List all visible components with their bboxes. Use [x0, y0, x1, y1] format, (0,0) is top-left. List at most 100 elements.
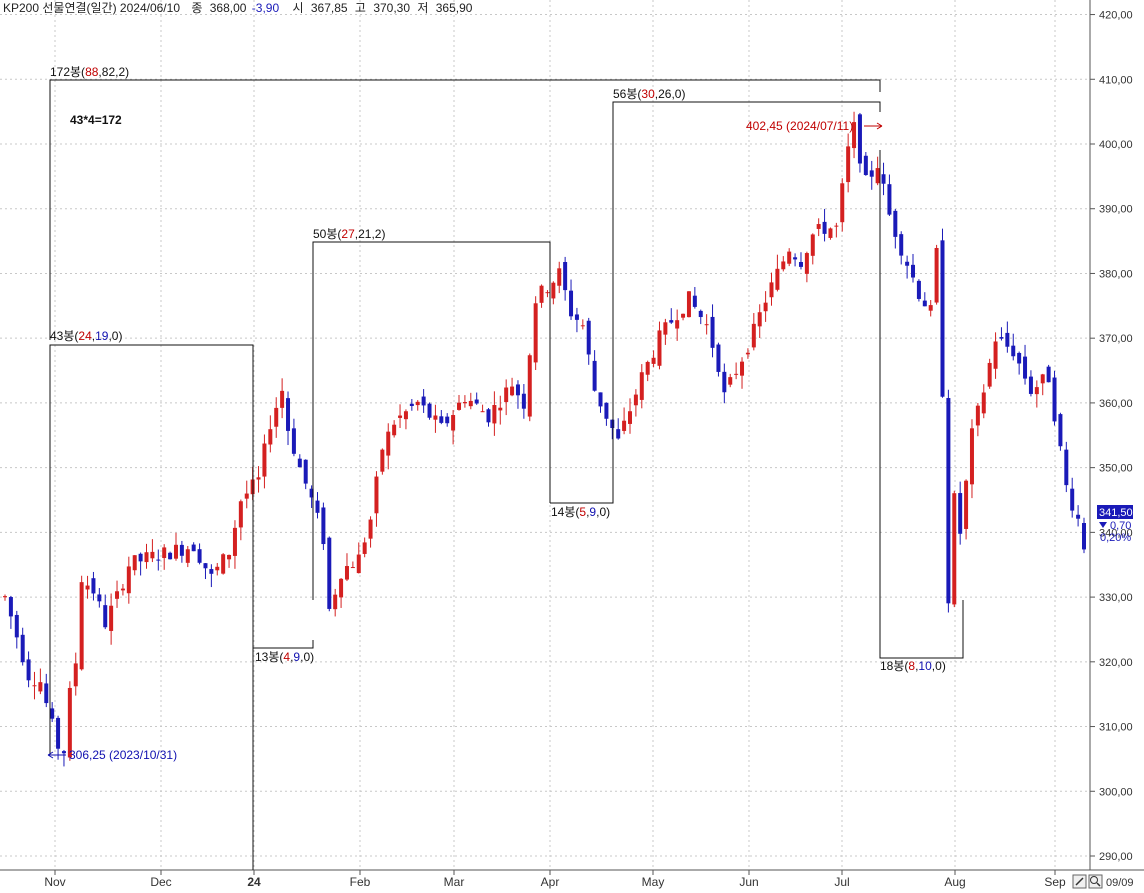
candle-body — [698, 310, 703, 318]
candle-body — [173, 544, 178, 559]
y-tick-label: 360,00 — [1099, 398, 1133, 410]
box-43-label: 43봉(24,19,0) — [50, 329, 122, 343]
low-point-arrowhead — [47, 751, 54, 759]
x-tick-label: Apr — [541, 875, 560, 889]
candle-body — [828, 228, 833, 238]
last-price-bg — [1097, 505, 1133, 519]
candle-body — [916, 280, 921, 299]
candle-body — [1082, 523, 1086, 550]
candle-body — [798, 262, 803, 267]
formula-label: 43*4=172 — [70, 113, 122, 127]
candle-body — [787, 251, 792, 264]
box-56-outline — [612, 101, 881, 470]
candle-body — [669, 320, 674, 323]
candle-body — [32, 685, 37, 687]
last-price-tag: 341,50 0,70 0,20% — [1097, 505, 1133, 544]
pencil-icon — [1075, 877, 1084, 886]
x-tick-label: Nov — [44, 875, 65, 889]
x-tick-layer: Nov Dec 24 Feb Mar Apr May Jun Jul Aug S… — [44, 875, 1066, 889]
candle-body — [445, 416, 450, 424]
candle-body — [533, 303, 538, 363]
candle-body — [468, 400, 473, 407]
header-close-value: 368,00 — [210, 1, 247, 15]
candle-body — [911, 264, 916, 278]
candle-body — [386, 431, 391, 456]
candle-body — [120, 588, 125, 591]
candle-body — [339, 578, 344, 598]
candle-body — [527, 355, 532, 417]
candle-body — [881, 174, 886, 184]
candle-body — [651, 357, 656, 364]
candle-body — [457, 402, 462, 410]
candle-body — [616, 429, 621, 439]
candle-body — [433, 415, 438, 420]
candle-body — [156, 559, 161, 561]
box-13-outline — [252, 600, 314, 649]
candle-body — [1040, 374, 1045, 384]
candle-body — [751, 323, 756, 348]
candle-body — [610, 419, 615, 428]
candle-body — [569, 290, 574, 317]
candle-body — [321, 507, 326, 545]
candle-body — [633, 394, 638, 406]
candle-body — [934, 247, 939, 303]
candle-body — [574, 314, 579, 320]
candle-body — [781, 261, 786, 270]
candle-body — [20, 634, 25, 663]
candle-body — [286, 398, 291, 431]
box-13-label: 13봉(4,9,0) — [255, 650, 314, 664]
box-18-outline — [879, 150, 964, 659]
candle-body — [67, 687, 72, 758]
header-high-value: 370,30 — [373, 1, 410, 15]
candle-body — [704, 324, 709, 326]
candle-body — [804, 253, 809, 274]
candle-body — [852, 122, 857, 149]
candle-body — [604, 402, 609, 419]
candle-body — [132, 555, 137, 571]
candle-body — [303, 459, 308, 484]
candle-body — [409, 403, 414, 406]
candle-body — [421, 396, 426, 406]
magnifier-icon — [1090, 876, 1098, 884]
candle-body — [504, 387, 509, 403]
down-triangle-icon — [1099, 522, 1107, 528]
header-low-label: 저 — [417, 1, 428, 15]
candle-body — [952, 493, 957, 605]
plot-area — [0, 0, 1090, 870]
candle-body — [179, 544, 184, 556]
candle-body — [840, 183, 845, 223]
candle-body — [238, 501, 243, 528]
y-tick-layer: 420,00 410,00 400,00 390,00 380,00 370,00 360,… — [1090, 10, 1133, 863]
candle-body — [775, 268, 780, 290]
candle-body — [598, 392, 603, 407]
box-56-label: 56봉(30,26,0) — [613, 87, 685, 101]
candle-body — [887, 184, 892, 215]
candle-body — [126, 566, 131, 594]
annotation-boxes: 172봉(88,82,2) 43*4=172 43봉(24,19,0) 13봉(… — [47, 65, 964, 870]
box-18-label: 18봉(8,10,0) — [880, 659, 946, 673]
x-tick-label: Mar — [444, 875, 465, 889]
candle-body — [981, 392, 986, 414]
y-tick-label: 410,00 — [1099, 74, 1133, 86]
candle-body — [822, 221, 827, 234]
header-line: KP200 선물연결(일간) 2024/06/10 종 368,00 -3,90… — [3, 1, 473, 15]
candle-body — [203, 563, 208, 569]
x-tick-label: May — [642, 875, 665, 889]
x-tick-label: Jun — [739, 875, 758, 889]
candle-body — [905, 261, 910, 266]
candle-body — [486, 409, 491, 423]
candle-body — [710, 316, 715, 348]
y-tick-label: 420,00 — [1099, 10, 1133, 22]
candle-body — [639, 372, 644, 400]
candle-body — [745, 352, 750, 355]
candle-body — [268, 429, 273, 445]
candle-body — [50, 708, 55, 719]
candle-body — [657, 330, 662, 366]
y-tick-label: 390,00 — [1099, 204, 1133, 216]
header-close-label: 종 — [191, 1, 202, 15]
high-point-label: 402,45 (2024/07/11) — [746, 119, 853, 133]
candle-body — [262, 443, 267, 477]
candle-body — [3, 596, 7, 598]
candle-body — [580, 325, 585, 327]
